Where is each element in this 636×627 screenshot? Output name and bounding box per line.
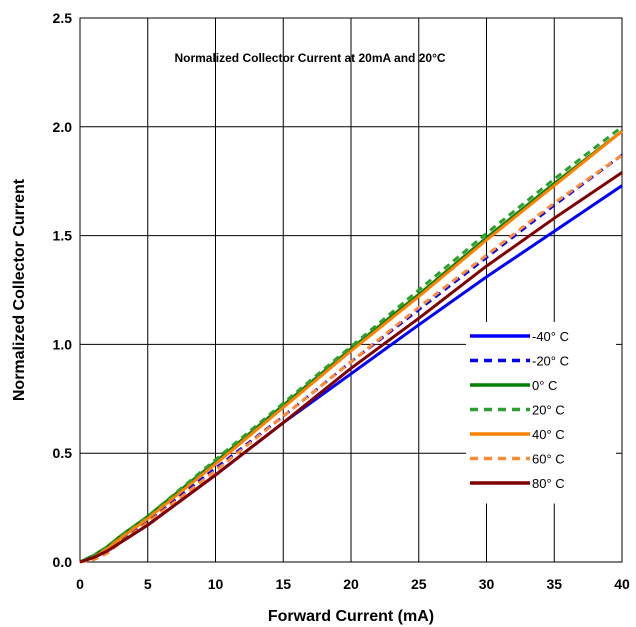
tick-labels: 0 5 10 15 20 25 30 35 40 0.0 0.5 1.0 1.5 2.0 2.5 xyxy=(53,10,630,592)
series-line xyxy=(79,125,623,564)
legend-label: 60° C xyxy=(532,452,565,467)
series-line xyxy=(79,130,623,564)
y-axis-title: Normalized Collector Current xyxy=(11,178,28,401)
y-tick-label: 2.5 xyxy=(53,10,73,26)
series-line xyxy=(79,153,623,564)
x-tick-label: 35 xyxy=(546,576,562,592)
legend-label: 20° C xyxy=(532,403,565,418)
x-tick-label: 25 xyxy=(411,576,427,592)
chart-annotation: Normalized Collector Current at 20mA and… xyxy=(174,51,445,65)
y-tick-label: 0.5 xyxy=(53,445,73,461)
x-tick-label: 20 xyxy=(343,576,359,592)
x-axis-title: Forward Current (mA) xyxy=(268,608,434,625)
series-layer xyxy=(79,125,623,564)
legend-label: 80° C xyxy=(532,476,565,491)
x-tick-label: 10 xyxy=(208,576,224,592)
y-tick-label: 1.0 xyxy=(53,336,73,352)
legend-label: 40° C xyxy=(532,427,565,442)
legend: -40° C -20° C 0° C 20° C 40° C 60° C 80° C xyxy=(466,322,616,504)
legend-box xyxy=(466,322,616,504)
plot-frame xyxy=(79,17,623,563)
series-line xyxy=(79,171,623,564)
x-tick-label: 30 xyxy=(479,576,495,592)
x-tick-label: 0 xyxy=(76,576,84,592)
legend-label: -20° C xyxy=(532,354,569,369)
x-tick-label: 40 xyxy=(614,576,630,592)
legend-label: 0° C xyxy=(532,378,557,393)
x-tick-label: 5 xyxy=(144,576,152,592)
y-tick-label: 0.0 xyxy=(53,554,73,570)
legend-label: -40° C xyxy=(532,329,569,344)
x-tick-label: 15 xyxy=(275,576,291,592)
y-tick-label: 2.0 xyxy=(53,119,73,135)
y-tick-label: 1.5 xyxy=(53,228,73,244)
